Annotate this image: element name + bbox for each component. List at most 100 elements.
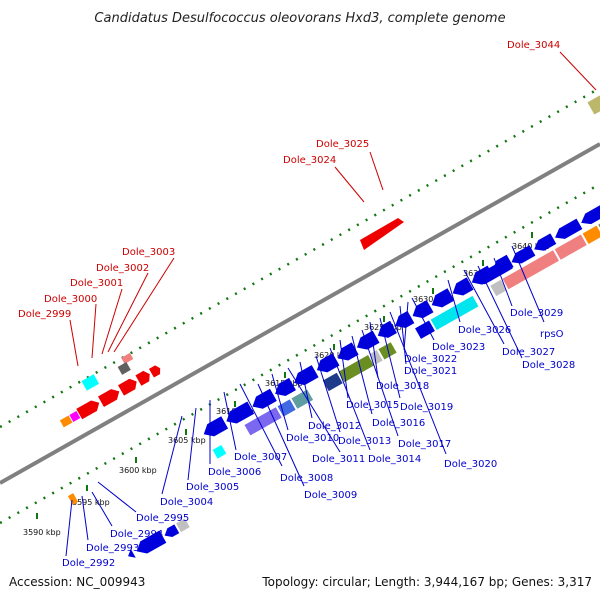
gene-olive-block <box>338 355 374 383</box>
gene-dole-3044 <box>587 95 600 115</box>
leader-line <box>511 245 545 323</box>
blue-labels: Dole_2992 Dole_2993 Dole_2994 Dole_2995 … <box>62 245 575 569</box>
gene-dole-2994 <box>164 524 180 538</box>
accession-text: Accession: NC_009943 <box>9 575 145 589</box>
leader-line <box>315 355 341 433</box>
leader-line <box>223 391 237 451</box>
genome-backbone <box>0 142 600 485</box>
leader-line <box>447 279 461 323</box>
gene-dole-3000-magenta <box>69 411 81 422</box>
leader-line <box>351 335 373 415</box>
label-dole-3014: Dole_3014 <box>368 454 421 465</box>
tick-label-3630: 3630 kbp <box>413 295 451 304</box>
leader-line <box>287 367 341 453</box>
gene-blue-arrow-2 <box>534 233 557 251</box>
gene-dole-3008 <box>294 365 319 386</box>
leader-line <box>113 257 175 353</box>
gene-red-arrow <box>149 365 161 378</box>
leader-line <box>477 265 523 359</box>
leader-line <box>493 257 513 307</box>
leader-line <box>369 151 384 191</box>
label-dole-3044: Dole_3044 <box>507 40 560 51</box>
gene-blue-arrow-3 <box>555 218 583 239</box>
leader-line <box>97 481 137 513</box>
leader-line <box>239 383 283 467</box>
label-dole-2995: Dole_2995 <box>136 513 189 524</box>
gene-dole-3002 <box>118 378 137 396</box>
leader-line <box>559 51 597 91</box>
gene-dole-3005 <box>226 401 255 424</box>
leader-line <box>329 347 371 451</box>
label-dole-3022: Dole_3022 <box>404 354 457 365</box>
leader-line <box>271 373 289 431</box>
label-dole-3002: Dole_3002 <box>96 263 149 274</box>
label-dole-3001: Dole_3001 <box>70 278 123 289</box>
label-dole-3009: Dole_3009 <box>304 490 357 501</box>
leader-line <box>91 303 97 359</box>
label-dole-2999: Dole_2999 <box>18 309 71 320</box>
label-rpso: rpsO <box>540 329 564 340</box>
label-dole-3015: Dole_3015 <box>346 400 399 411</box>
gene-blue-block-2 <box>415 320 435 339</box>
label-dole-3017: Dole_3017 <box>398 439 451 450</box>
leader-line <box>399 305 407 365</box>
label-dole-3010: Dole_3010 <box>286 433 339 444</box>
gene-orange-block <box>582 225 600 244</box>
leader-line <box>389 311 447 455</box>
label-dole-3006: Dole_3006 <box>208 467 261 478</box>
label-dole-3019: Dole_3019 <box>400 402 453 413</box>
leader-line <box>107 272 149 353</box>
label-dole-3016: Dole_3016 <box>372 418 425 429</box>
leader-line <box>339 339 349 399</box>
gene-dole-3012 <box>377 320 397 338</box>
red-gene-cluster <box>59 365 161 428</box>
leader-line <box>379 317 401 399</box>
label-dole-3004: Dole_3004 <box>160 497 213 508</box>
gene-cyan-left <box>212 444 227 459</box>
gene-dole-3003 <box>135 370 150 386</box>
gene-dole-3024 <box>360 218 404 250</box>
major-ticks <box>36 232 533 519</box>
label-dole-3023: Dole_3023 <box>432 342 485 353</box>
tick-label-3600: 3600 kbp <box>119 466 157 475</box>
gene-dole-3016 <box>452 277 474 296</box>
colored-gene-row <box>212 295 479 459</box>
label-dole-3011: Dole_3011 <box>312 454 365 465</box>
label-dole-2993: Dole_2993 <box>86 543 139 554</box>
leader-line <box>65 499 73 557</box>
gene-dole-3023 <box>430 295 479 331</box>
gene-dole-2995 <box>176 518 190 533</box>
red-labels: Dole_3044 Dole_3025 Dole_3024 Dole_3003 … <box>18 40 597 367</box>
gene-navy-block <box>322 372 343 392</box>
gene-dole-3007 <box>275 377 296 396</box>
gene-dole-3014 <box>412 300 434 319</box>
gene-dole-3010 <box>337 342 359 361</box>
gene-dole-2993 <box>136 530 167 554</box>
leader-line <box>91 491 113 527</box>
gene-dole-3011 <box>356 330 380 350</box>
label-dole-3028: Dole_3028 <box>522 360 575 371</box>
genome-stats-text: Topology: circular; Length: 3,944,167 bp… <box>261 575 592 589</box>
leader-line <box>161 415 183 495</box>
label-dole-3007: Dole_3007 <box>234 452 287 463</box>
leader-line <box>334 166 365 203</box>
gene-dole-3029 <box>554 234 587 260</box>
gene-dole-3013 <box>395 310 415 329</box>
gene-olive-block-2 <box>378 342 397 360</box>
reverse-genes <box>67 198 600 558</box>
gene-cyan-small <box>81 374 100 391</box>
label-dole-3003: Dole_3003 <box>122 247 175 258</box>
gene-blue-block <box>277 399 296 417</box>
label-dole-3027: Dole_3027 <box>502 347 555 358</box>
gene-pink-small <box>121 352 134 364</box>
tick-label-3640: 3640 kbp <box>512 242 550 251</box>
leader-line <box>463 269 505 345</box>
gene-teal-block <box>291 389 314 409</box>
forward-genes <box>59 95 600 428</box>
gene-dole-3026 <box>474 257 513 285</box>
map-title: Candidatus Desulfococcus oleovorans Hxd3… <box>94 11 505 26</box>
tick-label-3590: 3590 kbp <box>23 528 61 537</box>
gene-dole-3028 <box>502 250 559 290</box>
